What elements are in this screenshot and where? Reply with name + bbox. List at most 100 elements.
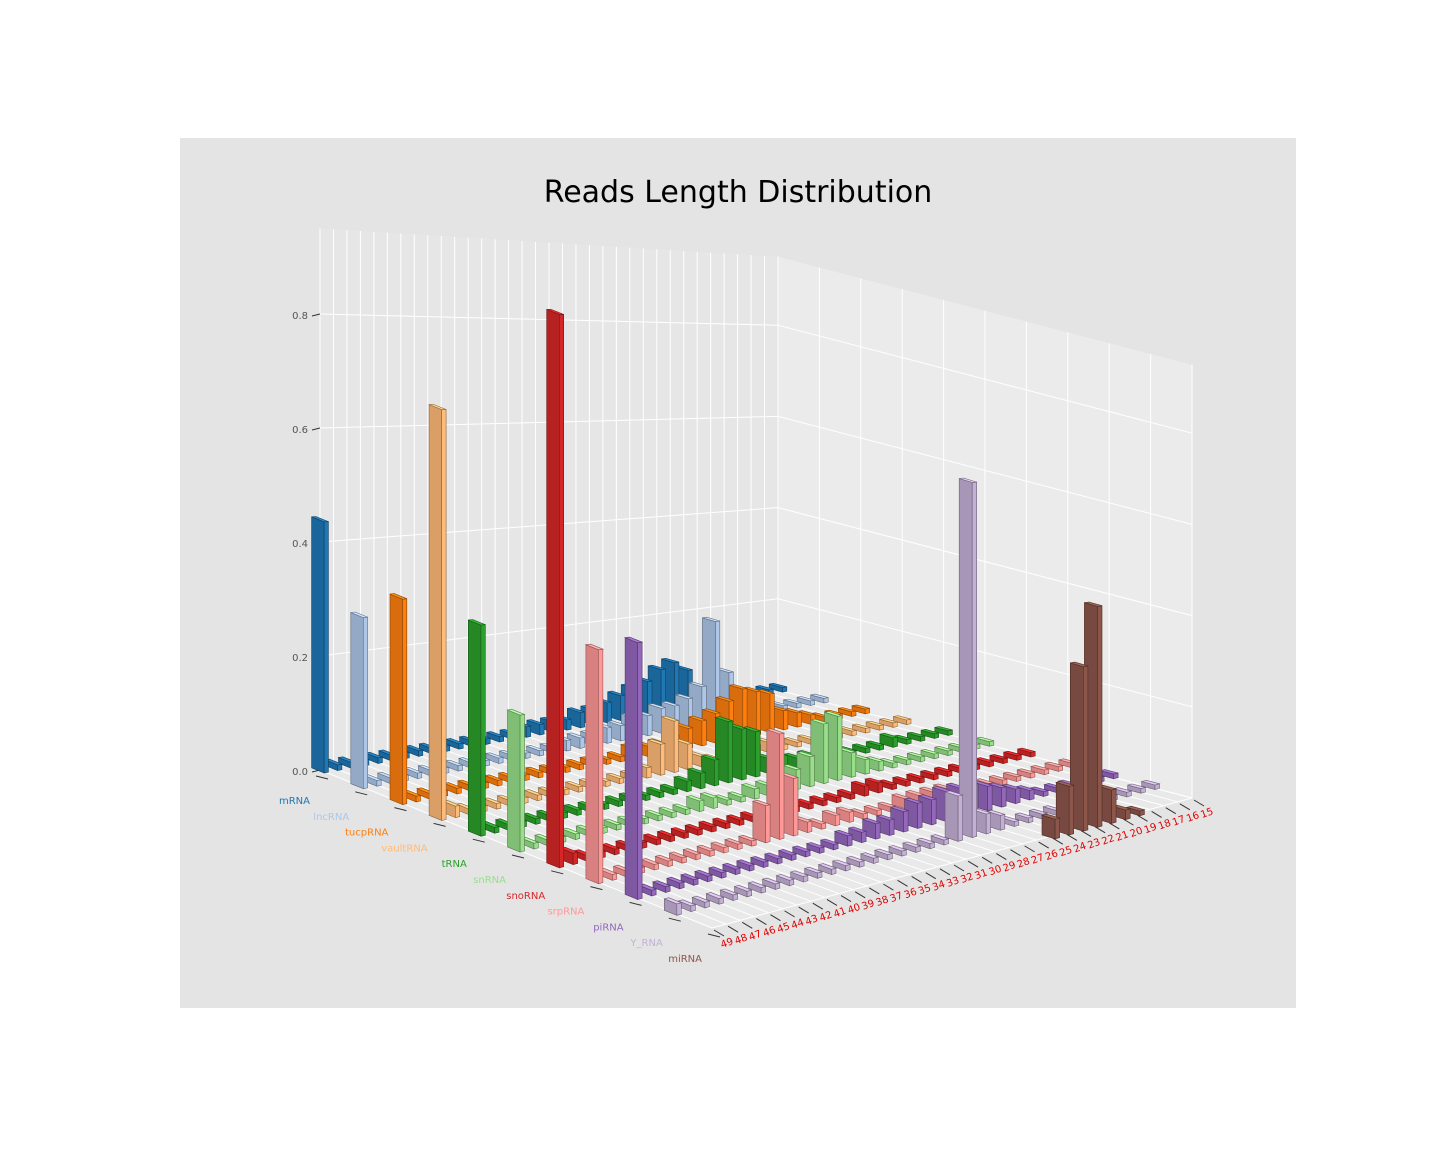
bar-top: [715, 716, 733, 722]
bar-snoRNA-38: [697, 820, 718, 833]
bar-top: [661, 657, 679, 664]
bar-top: [761, 877, 781, 885]
bar-lncRNA-45: [403, 767, 423, 780]
bar-tRNA-16: [920, 728, 940, 739]
length-tick-label: 42: [818, 910, 834, 925]
bar-snoRNA-27: [850, 780, 870, 797]
bar-srpRNA-27: [890, 793, 911, 810]
bar-top: [697, 820, 718, 828]
bar-Y_RNA-43: [747, 881, 767, 894]
bar-side: [620, 724, 626, 742]
bar-snoRNA-23: [905, 773, 926, 784]
bar-snoRNA-15: [1017, 747, 1036, 758]
bar-piRNA-40: [749, 856, 770, 868]
bar-top: [672, 775, 693, 782]
length-tick-mark: [741, 921, 753, 929]
bar-top: [907, 752, 925, 758]
series-label: lncRNA: [313, 812, 349, 823]
length-tick-mark: [727, 925, 739, 933]
bar-top: [606, 751, 626, 758]
bar-snoRNA-37: [711, 817, 732, 830]
bar-face: [585, 644, 599, 885]
bar-snRNA-19: [920, 749, 939, 760]
bar-side: [606, 726, 612, 744]
bar-side: [660, 743, 666, 776]
length-tick-mark: [1038, 841, 1049, 849]
bar-top: [1055, 780, 1075, 787]
bar-face: [467, 619, 482, 837]
bar-top: [1040, 813, 1061, 820]
bar-Y_RNA-16: [1127, 783, 1147, 794]
bar-top: [920, 769, 940, 776]
bar-top: [661, 715, 679, 722]
length-tick-label: 49: [719, 936, 735, 951]
bar-side: [889, 818, 895, 836]
bar-top: [838, 707, 857, 713]
bar-top: [567, 707, 585, 713]
bar-top: [810, 693, 829, 699]
bar-top: [974, 757, 995, 763]
bar-top: [1029, 765, 1050, 771]
bar-snRNA-38: [658, 806, 678, 819]
length-tick-mark: [996, 853, 1007, 860]
series-label: snoRNA: [506, 891, 545, 902]
series-tick-mark: [394, 807, 407, 812]
bar-top: [873, 848, 894, 855]
bar-side: [686, 780, 692, 793]
bar-srpRNA-43: [668, 851, 688, 864]
bar-piRNA-31: [875, 814, 896, 836]
bar-snoRNA-45: [601, 843, 621, 856]
bar-side: [558, 314, 565, 869]
bar-srpRNA-45: [640, 858, 660, 871]
bar-top: [817, 863, 838, 870]
bar-top: [721, 862, 742, 870]
bar-top: [866, 720, 884, 726]
bar-snoRNA-21: [934, 766, 953, 777]
bar-miRNA-25: [1040, 813, 1061, 840]
series-tick-mark: [472, 838, 485, 843]
bar-side: [796, 711, 802, 728]
length-tick-label: 48: [733, 932, 749, 947]
bar-tucpRNA-49: [389, 593, 408, 806]
bar-srpRNA-49: [584, 643, 605, 885]
bar-top: [506, 708, 526, 716]
bar-top: [743, 686, 761, 692]
bar-side: [971, 481, 978, 838]
bar-top: [1014, 812, 1035, 819]
bar-top: [782, 764, 802, 771]
length-tick-label: 20: [1129, 825, 1145, 840]
bar-vaultRNA-36: [605, 772, 625, 785]
bar-top: [887, 845, 908, 852]
bar-side: [878, 760, 884, 772]
bar-tucpRNA-36: [565, 758, 585, 771]
bar-top: [602, 818, 623, 826]
bar-top: [675, 693, 693, 700]
bar-Y_RNA-32: [901, 841, 922, 853]
length-tick-label: 25: [1058, 845, 1074, 860]
z-tick-label: 0.4: [292, 539, 308, 550]
bar-tucpRNA-48: [402, 790, 422, 803]
bar-top: [688, 681, 707, 688]
bar-top: [1003, 771, 1023, 778]
bar-top: [893, 715, 912, 721]
bar-side: [807, 820, 813, 833]
bar-vaultRNA-18: [852, 723, 871, 734]
bar-top: [311, 516, 329, 523]
bar-side: [847, 834, 853, 847]
length-tick-label: 27: [1030, 852, 1046, 867]
bar-side: [834, 814, 841, 827]
bar-Y_RNA-45: [719, 888, 739, 901]
bar-side: [714, 758, 720, 787]
bar-top: [566, 732, 585, 739]
bar-side: [539, 723, 545, 736]
bar-srpRNA-37: [751, 799, 772, 844]
bar-mRNA-42: [404, 744, 424, 757]
bar-face: [624, 637, 638, 900]
bar-side: [864, 784, 870, 797]
bar-tRNA-49: [467, 619, 486, 837]
bar-side: [699, 799, 705, 812]
bar-top: [863, 804, 883, 811]
bar-side: [676, 902, 682, 916]
bar-piRNA-34: [833, 829, 854, 847]
